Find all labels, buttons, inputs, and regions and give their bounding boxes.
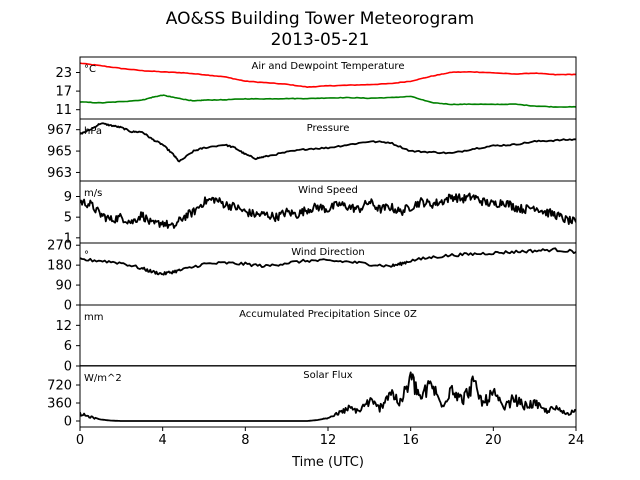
panel-title-wind-speed: Wind Speed	[298, 185, 358, 196]
y-tick-label-wind-speed-2: 9	[64, 190, 72, 205]
panel-unit-wind-direction: °	[84, 250, 89, 261]
panel-title-temperature: Air and Dewpoint Temperature	[252, 61, 405, 72]
y-tick-label-wind-direction-2: 180	[47, 259, 72, 274]
panel-wind-direction: Wind Direction ° 0 90 180 270	[47, 239, 577, 314]
panel-title-wind-direction: Wind Direction	[291, 247, 365, 258]
y-tick-label-wind-direction-0: 0	[64, 299, 72, 314]
figure-title: AO&SS Building Tower Meteorogram	[166, 9, 474, 29]
panel-unit-temperature: °C	[84, 64, 96, 75]
x-tick-label-1: 4	[159, 433, 167, 448]
y-tick-label-pressure-2: 967	[47, 123, 72, 138]
x-tick-label-6: 24	[568, 433, 585, 448]
y-tick-label-precipitation-0: 0	[64, 360, 72, 375]
figure-subtitle: 2013-05-21	[271, 30, 370, 50]
panel-title-solar-flux: Solar Flux	[303, 370, 353, 381]
x-tick-label-3: 12	[320, 433, 337, 448]
x-tick-label-5: 20	[485, 433, 502, 448]
y-tick-label-temperature-0: 11	[55, 103, 72, 118]
y-tick-label-pressure-0: 963	[47, 166, 72, 181]
y-tick-label-solar-flux-0: 0	[64, 415, 72, 430]
panel-temperature: Air and Dewpoint Temperature °C 11 17 23	[55, 56, 577, 120]
y-tick-label-temperature-1: 17	[55, 85, 72, 100]
panel-wind-speed: Wind Speed m/s 1 5 9	[64, 180, 577, 246]
series-line-temperature-0	[80, 62, 576, 88]
panel-precipitation: Accumulated Precipitation Since 0Z mm 0 6 12	[55, 304, 577, 375]
panel-unit-precipitation: mm	[84, 312, 103, 323]
panels: Air and Dewpoint Temperature °C 11 17 23 Pres…	[47, 56, 585, 448]
panel-pressure: Pressure hPa 963 965 967	[47, 118, 577, 182]
y-tick-label-precipitation-1: 6	[64, 339, 72, 354]
panel-unit-wind-speed: m/s	[84, 188, 102, 199]
y-tick-label-precipitation-2: 12	[55, 319, 72, 334]
panel-title-pressure: Pressure	[307, 123, 350, 134]
y-tick-label-wind-speed-1: 5	[64, 211, 72, 226]
y-tick-label-wind-direction-1: 90	[55, 279, 72, 294]
series-line-pressure-0	[80, 122, 576, 163]
x-axis-label: Time (UTC)	[291, 455, 364, 470]
y-tick-label-solar-flux-1: 360	[47, 397, 72, 412]
panel-unit-pressure: hPa	[84, 126, 102, 137]
x-tick-label-4: 16	[402, 433, 419, 448]
series-line-wind-direction-0	[80, 247, 576, 276]
panel-solar-flux: Solar Flux W/m^2 0 360 720 0 4 8 12 16 20 24	[47, 365, 585, 448]
y-tick-label-solar-flux-2: 720	[47, 379, 72, 394]
x-tick-label-2: 8	[241, 433, 249, 448]
y-tick-label-temperature-2: 23	[55, 66, 72, 81]
series-line-solar-flux-0	[80, 371, 576, 422]
y-tick-label-pressure-1: 965	[47, 145, 72, 160]
y-tick-label-wind-speed-0: 1	[64, 231, 72, 246]
x-tick-label-0: 0	[76, 433, 84, 448]
panel-unit-solar-flux: W/m^2	[84, 373, 122, 384]
series-line-temperature-1	[80, 94, 576, 108]
series-line-wind-speed-0	[80, 192, 576, 229]
y-tick-label-wind-direction-3: 270	[47, 239, 72, 254]
panel-title-precipitation: Accumulated Precipitation Since 0Z	[239, 309, 417, 320]
